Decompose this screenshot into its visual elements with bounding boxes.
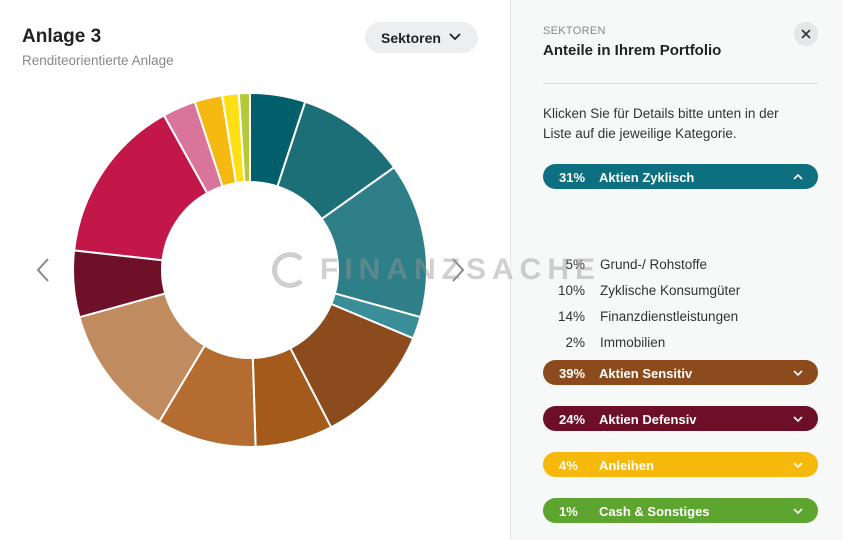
category-name: Aktien Zyklisch <box>599 170 695 185</box>
side-panel: SEKTOREN Anteile in Ihrem Portfolio Klic… <box>510 0 843 540</box>
next-arrow[interactable] <box>452 258 465 282</box>
title: Anlage 3 <box>22 26 102 47</box>
watermark-logo <box>272 252 308 288</box>
panel-title: Anteile in Ihrem Portfolio <box>543 42 722 59</box>
item-name: Zyklische Konsumgüter <box>600 283 741 298</box>
chevron <box>793 508 803 515</box>
chevron-path <box>793 462 803 469</box>
category-pill[interactable]: 1% Cash & Sonstiges <box>543 498 818 523</box>
dropdown-label: Sektoren <box>381 30 441 46</box>
item-percent: 14% <box>557 309 585 324</box>
category-percent: 4% <box>559 458 578 473</box>
chevron <box>793 173 803 180</box>
category-name: Anleihen <box>599 458 654 473</box>
category-name: Aktien Defensiv <box>599 412 697 427</box>
chevron-path <box>793 370 803 377</box>
category-pill[interactable]: 4% Anleihen <box>543 452 818 477</box>
category-pill[interactable]: 39% Aktien Sensitiv <box>543 360 818 385</box>
chevron <box>793 416 803 423</box>
chevron <box>793 462 803 469</box>
dropdown[interactable]: Sektoren <box>365 22 478 53</box>
chevron-path <box>793 508 803 515</box>
kicker: SEKTOREN <box>543 25 606 37</box>
intro-line: Liste auf die jeweilige Kategorie. <box>543 126 737 141</box>
category-pill[interactable]: 31% Aktien Zyklisch <box>543 164 818 189</box>
category-name: Cash & Sonstiges <box>599 504 710 519</box>
chevron-path <box>793 173 803 180</box>
close-button[interactable] <box>794 22 818 46</box>
category-percent: 24% <box>559 412 586 427</box>
donut-slice <box>237 91 251 184</box>
category-percent: 1% <box>559 504 578 519</box>
intro-line: Klicken Sie für Details bitte unten in d… <box>543 106 779 121</box>
subtitle: Renditeorientierte Anlage <box>22 53 174 68</box>
item-percent: 10% <box>557 283 585 298</box>
category-percent: 31% <box>559 170 586 185</box>
category-name: Aktien Sensitiv <box>599 366 693 381</box>
category-pill[interactable]: 24% Aktien Defensiv <box>543 406 818 431</box>
prev-arrow[interactable] <box>36 258 49 282</box>
item-name: Grund-/ Rohstoffe <box>600 257 708 272</box>
item-name: Immobilien <box>600 335 666 350</box>
chart-area: Anlage 3 Renditeorientierte Anlage Sekto… <box>22 22 478 448</box>
donut-chart <box>36 91 465 448</box>
chevron <box>793 370 803 377</box>
chevron-path <box>793 416 803 423</box>
watermark: FINANZSACHE <box>320 253 601 286</box>
item-percent: 5% <box>565 257 585 272</box>
divider <box>543 83 818 84</box>
category-percent: 39% <box>559 366 586 381</box>
item-percent: 2% <box>565 335 585 350</box>
chevron <box>449 33 461 41</box>
item-name: Finanzdienstleistungen <box>600 309 739 324</box>
donut-slice <box>72 113 209 262</box>
